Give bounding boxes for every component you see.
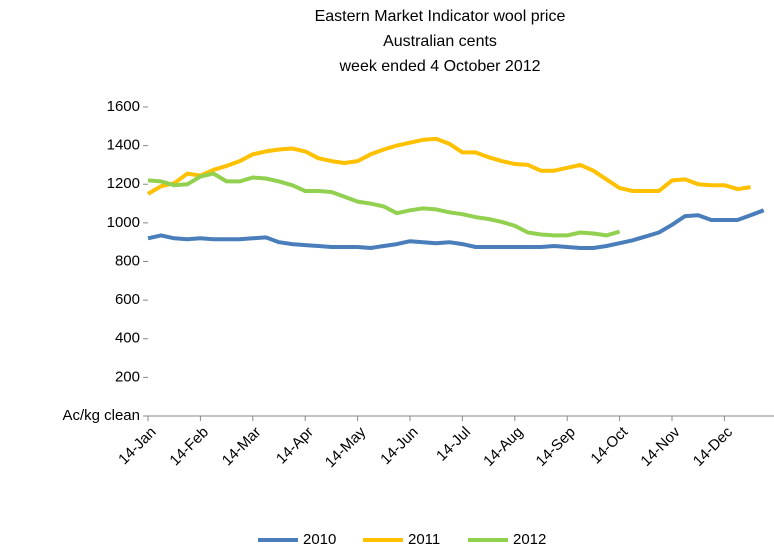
x-tick-label: 14-Dec <box>690 423 737 470</box>
y-tick-label: 600 <box>115 291 140 308</box>
chart-subtitle: Australian cents <box>383 33 497 50</box>
series-line <box>147 208 765 250</box>
x-tick-label: 14-Oct <box>587 423 631 467</box>
x-tick-label: 14-Jan <box>115 424 159 468</box>
legend-label: 2010 <box>303 531 336 548</box>
chart-subtitle: week ended 4 October 2012 <box>338 58 540 75</box>
x-tick-label: 14-Jul <box>433 424 474 465</box>
y-tick-label: 1200 <box>107 175 140 192</box>
x-tick-label: 14-May <box>322 423 370 471</box>
y-tick-label: 1600 <box>107 98 140 115</box>
legend-label: 2012 <box>513 531 546 548</box>
y-tick-label: 1000 <box>107 214 140 231</box>
x-tick-label: 14-Sep <box>533 424 579 470</box>
x-tick-label: 14-Apr <box>273 424 317 468</box>
series-line <box>147 171 621 238</box>
y-tick-label: 200 <box>115 368 140 385</box>
chart-title: Eastern Market Indicator wool price <box>315 8 566 25</box>
y-tick-label: 400 <box>115 330 140 347</box>
y-tick-label: Ac/kg clean <box>62 407 140 424</box>
x-tick-label: 14-Feb <box>166 424 212 470</box>
y-tick-label: 1400 <box>107 137 140 154</box>
x-tick-label: 14-Nov <box>637 423 684 470</box>
x-tick-label: 14-Mar <box>219 424 265 470</box>
legend-label: 2011 <box>408 531 440 548</box>
x-tick-label: 14-Aug <box>480 424 526 470</box>
series-line <box>146 136 751 196</box>
y-tick-label: 800 <box>115 252 140 269</box>
x-tick-label: 14-Jun <box>377 424 421 468</box>
